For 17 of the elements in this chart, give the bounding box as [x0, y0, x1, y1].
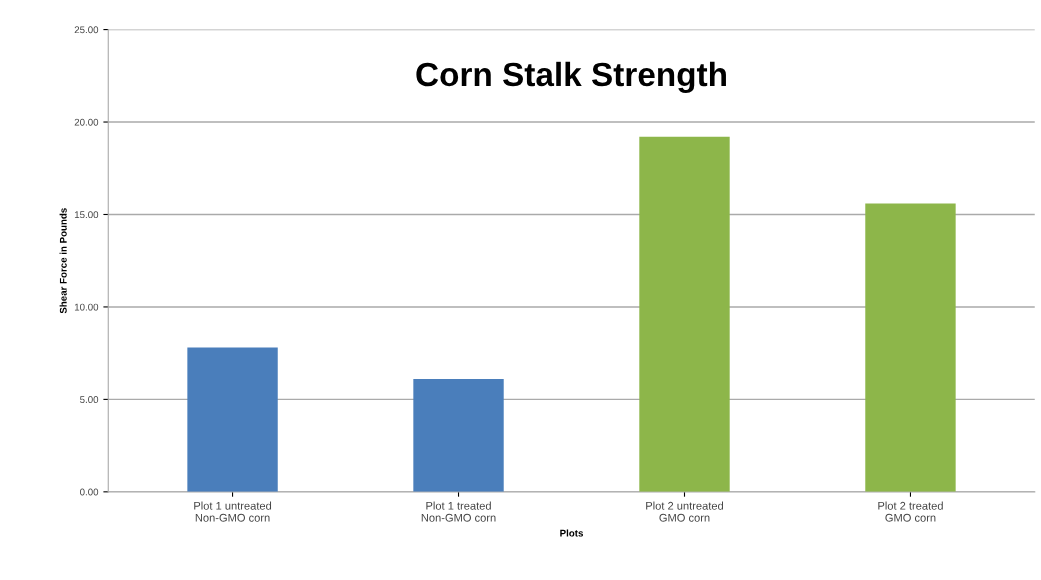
y-tick-label: 20.00 — [74, 118, 99, 126]
x-axis-title: Plots — [560, 529, 583, 537]
y-tick-label: 15.00 — [74, 211, 99, 219]
y-tick-label: 5.00 — [80, 396, 99, 404]
y-axis-title: Shear Force in Pounds — [59, 208, 67, 314]
x-tick-label: Plot 2 untreated GMO corn — [646, 501, 724, 522]
text: Corn Stalk Strength — [416, 61, 726, 94]
x-tick-label: Plot 1 treated Non-GMO corn — [421, 501, 496, 522]
x-tick-label: Plot 2 treated GMO corn — [878, 501, 943, 522]
bar — [639, 136, 730, 492]
y-tick-label: 10.00 — [74, 303, 99, 311]
y-tick-label: 25.00 — [74, 26, 99, 34]
bar — [187, 347, 278, 492]
x-tick-label: Plot 1 untreated Non-GMO corn — [194, 501, 272, 522]
bar — [413, 379, 504, 492]
bar — [865, 203, 956, 492]
y-tick-label: 0.00 — [80, 488, 99, 496]
